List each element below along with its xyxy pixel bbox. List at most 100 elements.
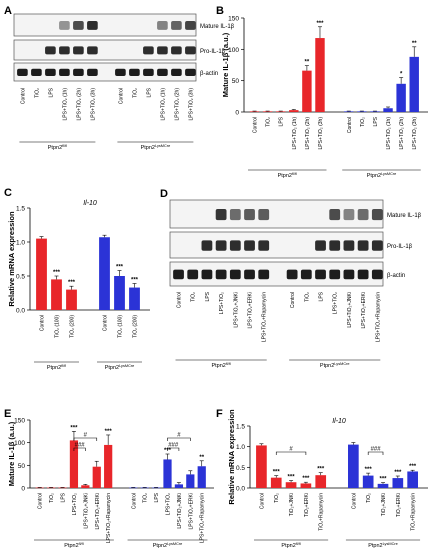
blot-label: Mature IL-1β — [200, 24, 235, 30]
blot-band — [371, 240, 383, 251]
blot-band — [229, 269, 241, 280]
blot-band — [185, 68, 196, 76]
bar — [197, 466, 206, 488]
x-tick-label: LPS+TiO₂+JNKi — [83, 493, 89, 529]
blot-band — [371, 208, 383, 221]
x-tick-label: LPS+TiO₂ (3h) — [318, 117, 324, 150]
group-label: Ptpn2LysMCre — [141, 144, 171, 151]
bar — [36, 238, 47, 310]
y-tick-label: 100 — [228, 47, 239, 54]
significance-mark: *** — [53, 270, 61, 276]
lane-label: LPS+TiO₂ (2h) — [76, 88, 82, 121]
x-tick-label: LPS+TiO₂+ERKi — [95, 493, 101, 530]
blot-band — [201, 269, 213, 280]
significance-mark: * — [400, 72, 403, 78]
bracket-label: # — [177, 433, 181, 439]
significance-mark: *** — [302, 476, 310, 482]
comparison-bracket — [73, 437, 98, 441]
lane-label: LPS+TiO₂ — [219, 292, 225, 314]
bar — [58, 487, 67, 489]
bar — [370, 111, 380, 112]
bar — [47, 487, 56, 489]
x-tick-label: LPS+TiO₂+Rapamycin — [200, 493, 206, 543]
y-tick-label: 0.5 — [16, 274, 25, 281]
panel-letter-d: D — [160, 188, 168, 200]
blot-band — [87, 46, 98, 55]
bracket-label: ### — [371, 447, 382, 453]
x-tick-label: TiO₂+ERKi — [396, 493, 402, 517]
bar — [66, 289, 77, 310]
bar — [51, 279, 62, 310]
blot-band — [171, 68, 182, 76]
x-tick-label: TiO₂ (200) — [70, 315, 76, 338]
blot-band — [215, 240, 227, 251]
blot-band — [229, 240, 241, 251]
blot-band — [173, 269, 184, 280]
blot-band — [286, 269, 298, 280]
x-tick-label: TiO₂ — [366, 493, 372, 503]
bar — [315, 38, 325, 113]
x-tick-label: Control — [259, 493, 265, 509]
blot-band — [73, 68, 84, 76]
blot-band — [371, 269, 383, 280]
significance-mark: *** — [394, 470, 402, 476]
lane-label: Control — [118, 88, 124, 104]
x-tick-label: LPS+TiO₂+JNKi — [177, 493, 183, 529]
blot-band — [59, 46, 70, 55]
lane-label: LPS+TiO₂+ERKi — [361, 292, 367, 329]
bracket-label: ### — [168, 443, 179, 449]
y-tick-label: 1.5 — [16, 206, 25, 213]
group-label: Ptpn2fl/fl — [278, 172, 297, 179]
chart-title: Il-10 — [332, 418, 346, 425]
lane-label: LPS+TiO₂ (1h) — [62, 88, 68, 121]
bar — [256, 445, 267, 488]
significance-mark: *** — [131, 277, 139, 283]
panel-letter-e: E — [4, 408, 11, 420]
bar — [357, 111, 367, 112]
x-tick-label: Control — [351, 493, 357, 509]
y-tick-label: 1.5 — [236, 424, 245, 431]
blot-band — [73, 21, 84, 30]
blot-band — [185, 46, 196, 55]
lane-label: LPS — [146, 87, 152, 97]
y-axis-label: Mature IL-1β (a.u.) — [7, 421, 16, 486]
lane-label: LPS — [319, 291, 325, 301]
y-tick-label: 1.0 — [16, 240, 25, 247]
comparison-bracket — [367, 451, 384, 455]
bar — [140, 487, 149, 489]
blot-band — [171, 46, 182, 55]
x-tick-label: LPS — [373, 116, 379, 126]
blot-band — [343, 208, 355, 221]
bar — [262, 111, 273, 112]
blot-band — [59, 21, 70, 30]
blot-band — [187, 269, 199, 280]
x-tick-label: TiO₂ — [49, 493, 55, 503]
significance-mark: *** — [288, 475, 296, 481]
x-tick-label: LPS — [61, 492, 67, 502]
group-label: Ptpn2LysMCre — [320, 362, 350, 369]
blot-band — [300, 269, 312, 280]
bar — [392, 478, 404, 488]
blot-band — [129, 68, 140, 76]
x-tick-label: TiO₂+Rapamycin — [411, 493, 417, 531]
x-tick-label: TiO₂ — [143, 493, 149, 503]
significance-mark: ** — [412, 41, 417, 47]
lane-label: LPS+TiO₂ — [333, 292, 339, 314]
bar — [186, 474, 195, 488]
bracket-label: ### — [75, 443, 86, 449]
bar — [396, 83, 406, 112]
bar — [276, 111, 286, 112]
lane-label: TiO₂ — [304, 292, 310, 302]
group-label: Ptpn2LysMCre — [367, 172, 397, 179]
blot-label: Mature IL-1β — [387, 213, 422, 219]
lane-label: Control — [20, 88, 26, 104]
y-axis-label: Relative mRNA expression — [7, 211, 16, 307]
x-tick-label: TiO₂ — [360, 117, 366, 127]
blot-band — [157, 68, 168, 76]
significance-mark: *** — [379, 477, 387, 483]
bar — [104, 444, 113, 488]
blot-strip — [13, 13, 197, 37]
bar — [344, 111, 354, 112]
group-label: Ptpn2LysMCre — [153, 542, 183, 549]
